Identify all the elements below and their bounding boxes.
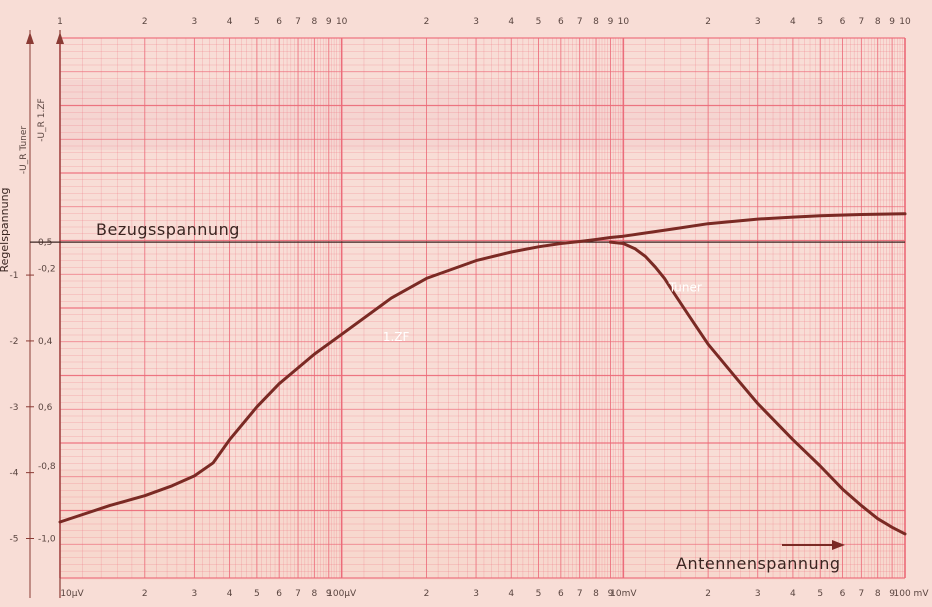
x-bottom-tick-label: 8 — [875, 589, 881, 599]
x-top-tick-label: 10 — [899, 17, 911, 27]
outer-axis-arrow — [26, 32, 34, 44]
x-top-tick-label: 7 — [859, 17, 865, 27]
ticks: 110µV223344556677889910100µV223344556677… — [0, 17, 929, 599]
x-bottom-tick-label: 3 — [192, 589, 198, 599]
x-top-tick-label: 1 — [57, 17, 63, 27]
x-axis-title: Antennenspannung — [676, 554, 840, 573]
x-top-tick-label: 4 — [227, 17, 233, 27]
x-top-tick-label: 4 — [790, 17, 796, 27]
x-bottom-tick-label: 2 — [142, 589, 148, 599]
x-top-tick-label: 7 — [577, 17, 583, 27]
x-top-tick-label: 6 — [558, 17, 564, 27]
x-bottom-tick-label: 3 — [473, 589, 479, 599]
labels: 1.ZF Tuner Antennenspannung — [383, 281, 845, 573]
x-top-tick-label: 9 — [608, 17, 614, 27]
x-bottom-tick-label: 3 — [755, 589, 761, 599]
x-top-tick-label: 9 — [889, 17, 895, 27]
x-top-tick-label: 10 — [618, 17, 630, 27]
y-axis-unit: -U_R Tuner — [19, 126, 29, 175]
reference-line-label: Bezugsspannung — [96, 220, 240, 239]
x-top-tick-label: 8 — [875, 17, 881, 27]
y-left-tick-label: -5 — [10, 534, 19, 544]
x-top-tick-label: 7 — [295, 17, 301, 27]
series-line-tuner — [608, 240, 907, 536]
y-axis-unit: -U_R 1.ZF — [37, 98, 47, 141]
x-top-tick-label: 6 — [276, 17, 282, 27]
x-bottom-tick-label: 2 — [424, 589, 430, 599]
x-top-tick-label: 6 — [840, 17, 846, 27]
series-line-1zf — [58, 212, 907, 524]
y-left-tick-label: -4 — [10, 469, 19, 479]
x-top-tick-label: 2 — [142, 17, 148, 27]
paper-tint-band — [60, 80, 905, 150]
x-bottom-tick-label: 4 — [508, 589, 514, 599]
x-axis-arrow-head — [832, 540, 845, 550]
x-bottom-tick-label: 4 — [790, 589, 796, 599]
x-bottom-tick-label: 100µV — [327, 589, 357, 599]
x-top-tick-label: 5 — [536, 17, 542, 27]
x-bottom-tick-label: 5 — [817, 589, 823, 599]
y-inner-tick-label: -0,8 — [38, 462, 56, 472]
x-top-tick-label: 2 — [705, 17, 711, 27]
y-axis-title: Regelspannung — [0, 187, 11, 272]
x-bottom-tick-label: 10µV — [60, 589, 84, 599]
y-left-tick-label: -2 — [10, 337, 19, 347]
y-inner-tick-label: -0,2 — [38, 264, 56, 274]
x-bottom-tick-label: 7 — [859, 589, 865, 599]
x-bottom-tick-label: 7 — [295, 589, 301, 599]
x-bottom-tick-label: 8 — [312, 589, 318, 599]
y-inner-tick-label: 0,5 — [38, 238, 52, 248]
x-top-tick-label: 3 — [755, 17, 761, 27]
x-bottom-tick-label: 4 — [227, 589, 233, 599]
x-top-tick-label: 3 — [192, 17, 198, 27]
x-top-tick-label: 8 — [593, 17, 599, 27]
x-bottom-tick-label: 10mV — [610, 589, 637, 599]
y-axis-arrow — [56, 32, 64, 44]
y-left-tick-label: -1 — [10, 271, 19, 281]
x-bottom-tick-label: 6 — [558, 589, 564, 599]
x-bottom-tick-label: 2 — [705, 589, 711, 599]
x-bottom-tick-label: 9 — [608, 589, 614, 599]
paper-tint-band — [60, 470, 905, 580]
x-bottom-tick-label: 8 — [593, 589, 599, 599]
y-inner-tick-label: 0,6 — [38, 403, 53, 413]
x-top-tick-label: 9 — [326, 17, 332, 27]
x-bottom-tick-label: 6 — [276, 589, 282, 599]
reference-line-group: Bezugsspannung — [30, 220, 905, 243]
x-top-tick-label: 3 — [473, 17, 479, 27]
x-bottom-tick-label: 9 — [889, 589, 895, 599]
x-top-tick-label: 5 — [817, 17, 823, 27]
x-bottom-tick-label: 6 — [840, 589, 846, 599]
x-bottom-tick-label: 7 — [577, 589, 583, 599]
x-top-tick-label: 2 — [424, 17, 430, 27]
x-bottom-tick-label: 100 mV — [894, 589, 930, 599]
y-inner-tick-label: 0,4 — [38, 337, 53, 347]
x-top-tick-label: 10 — [336, 17, 348, 27]
x-bottom-tick-label: 5 — [536, 589, 542, 599]
curve-label: 1.ZF — [383, 330, 410, 344]
y-left-tick-label: -3 — [10, 403, 19, 413]
x-bottom-tick-label: 5 — [254, 589, 260, 599]
x-top-tick-label: 5 — [254, 17, 260, 27]
x-bottom-tick-label: 9 — [326, 589, 332, 599]
y-inner-tick-label: -1,0 — [38, 534, 56, 544]
x-top-tick-label: 8 — [312, 17, 318, 27]
curve-label: Tuner — [668, 281, 702, 295]
curves — [58, 212, 907, 536]
x-top-tick-label: 4 — [508, 17, 514, 27]
grid — [26, 30, 906, 598]
